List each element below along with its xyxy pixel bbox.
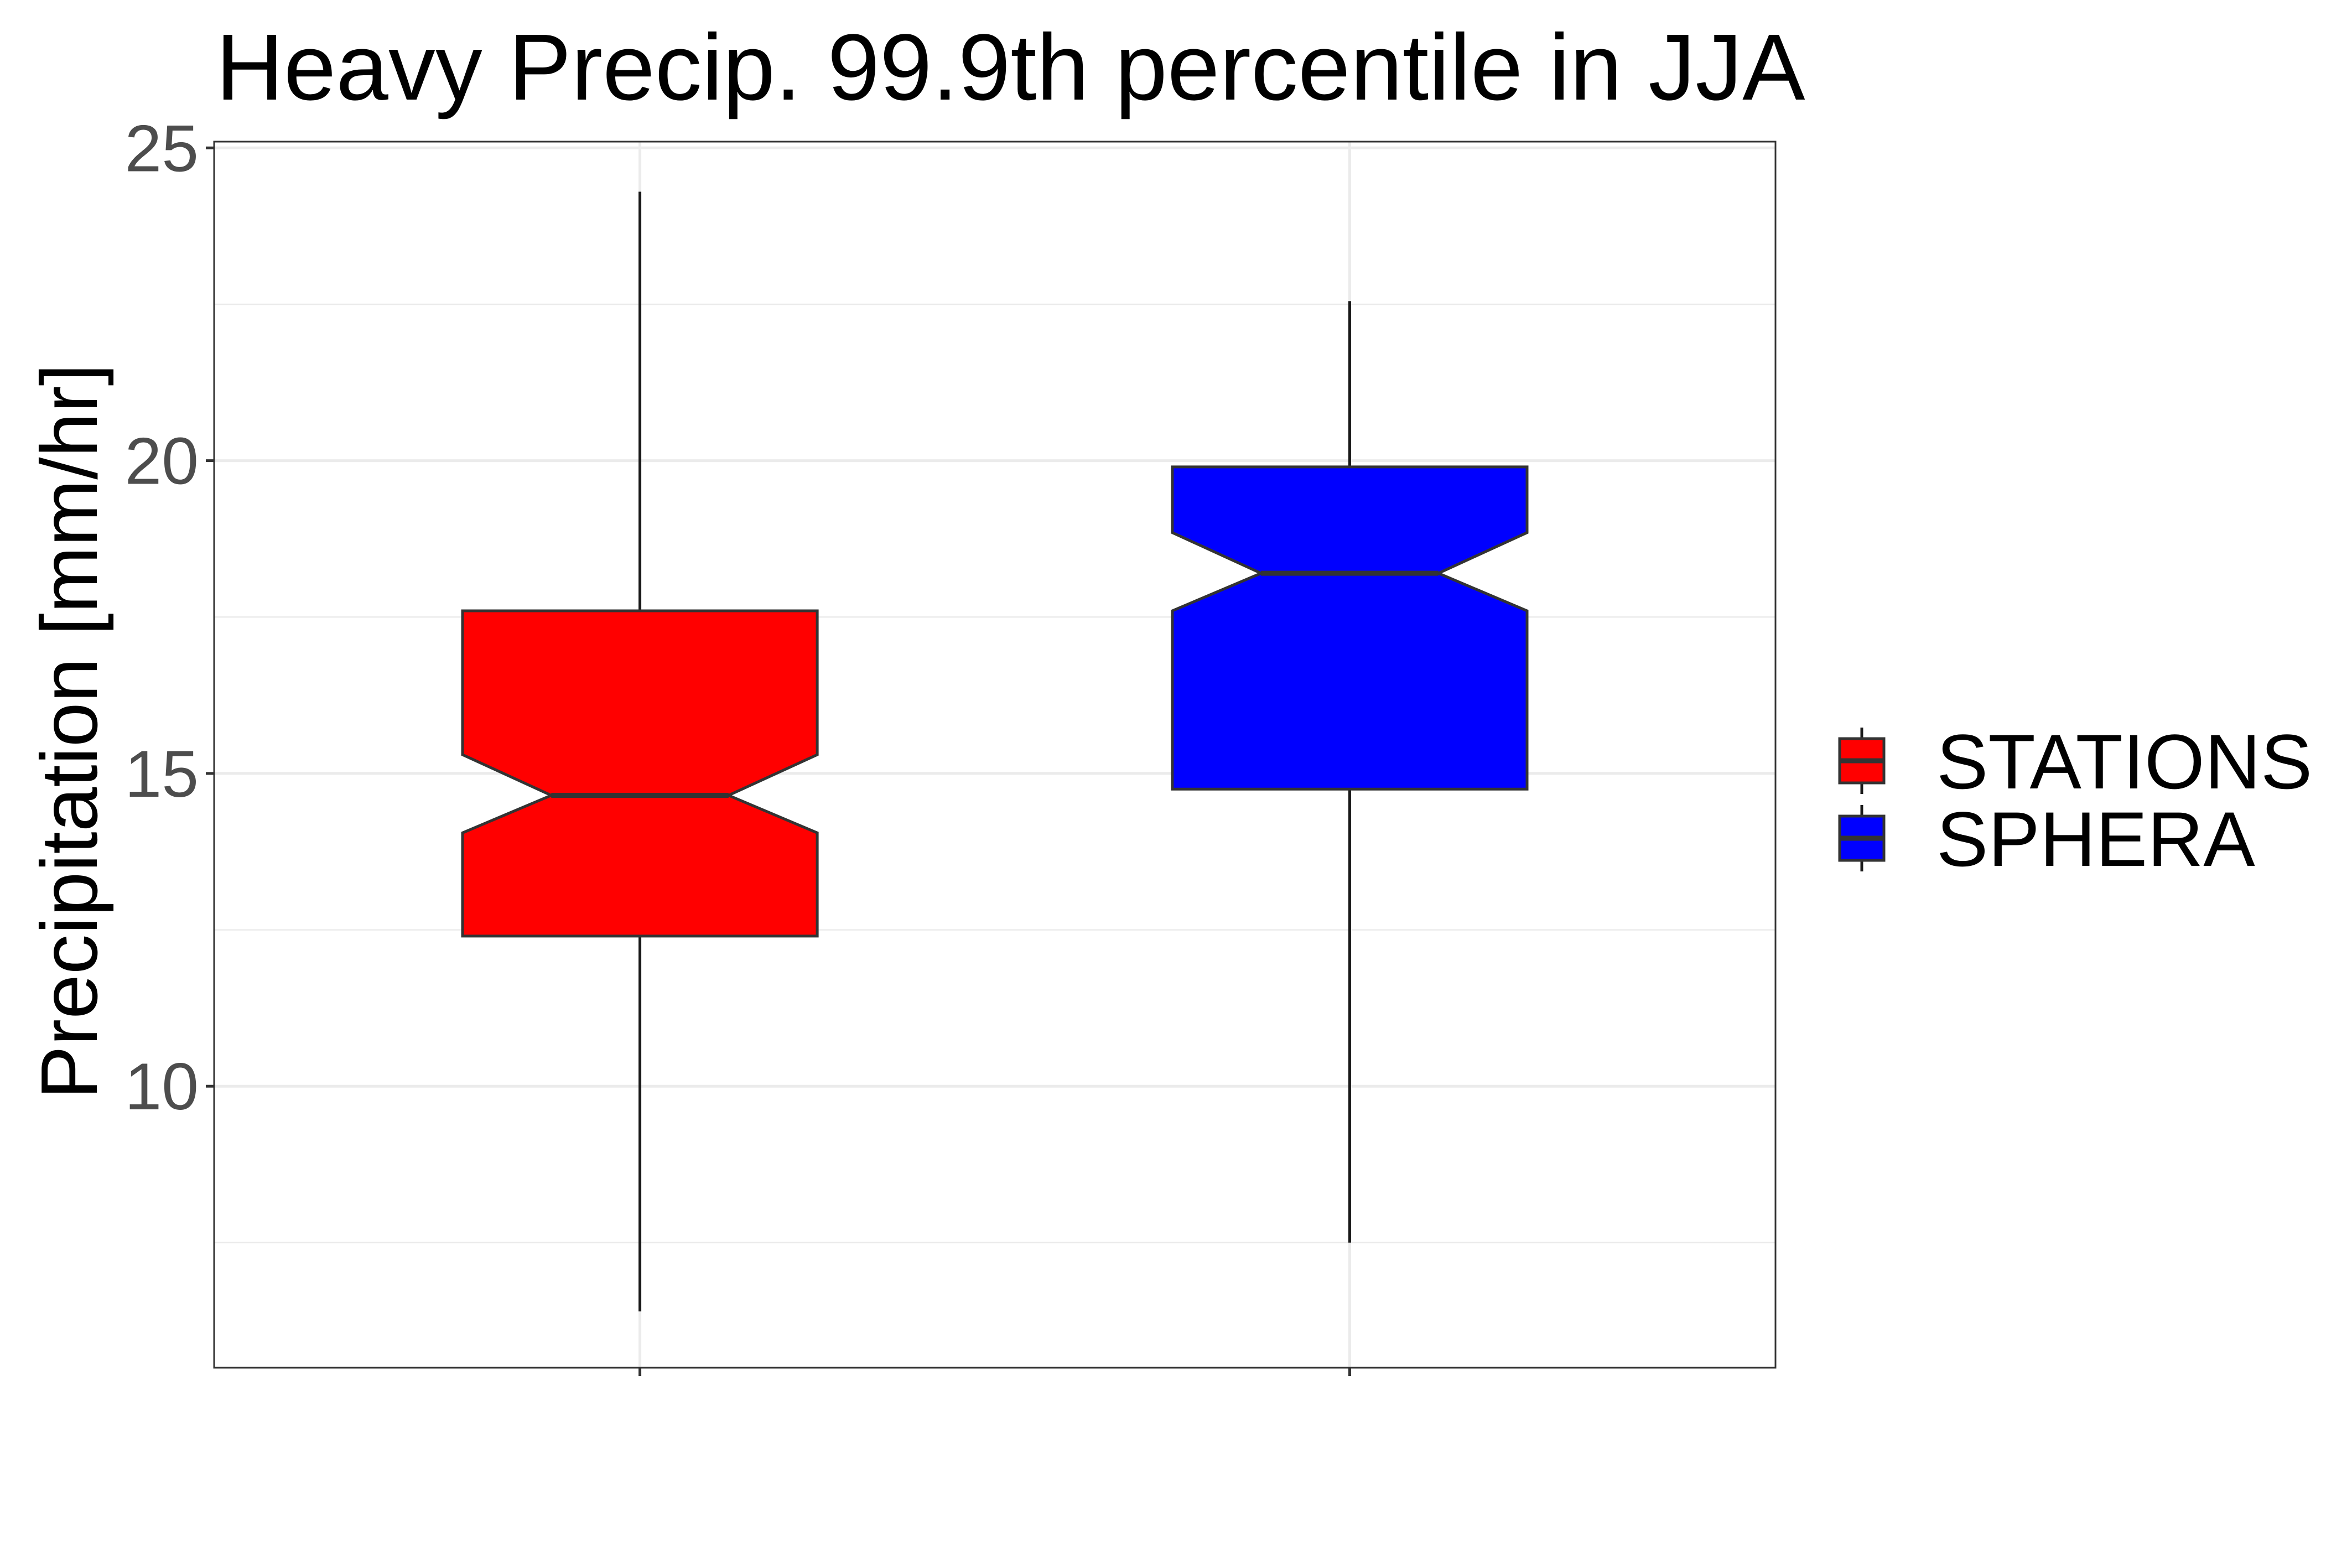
grid-lines	[214, 142, 1775, 1368]
x-axis-ticks	[638, 1368, 1351, 1376]
y-axis-ticks: 10 15 20 25	[125, 111, 214, 1124]
notched-box	[461, 609, 819, 938]
legend-label: SPHERA	[1936, 796, 2255, 882]
legend-label: STATIONS	[1936, 718, 2312, 805]
notched-box	[1171, 465, 1529, 791]
y-tick-label-25: 25	[125, 111, 199, 185]
y-tick-label-10: 10	[125, 1050, 199, 1124]
box-sphera	[1171, 301, 1529, 1243]
y-axis-label: Precipitation [mm/hr]	[24, 364, 114, 1099]
plot-panel-border	[213, 141, 1777, 1369]
chart-title: Heavy Precip. 99.9th percentile in JJA	[216, 15, 1805, 120]
legend-item-stations: STATIONS	[1838, 718, 2312, 805]
y-tick-label-20: 20	[125, 424, 199, 499]
legend-item-sphera: SPHERA	[1838, 796, 2255, 882]
y-tick-label-15: 15	[125, 737, 199, 811]
box-stations	[461, 191, 819, 1312]
box-series	[461, 191, 1529, 1312]
